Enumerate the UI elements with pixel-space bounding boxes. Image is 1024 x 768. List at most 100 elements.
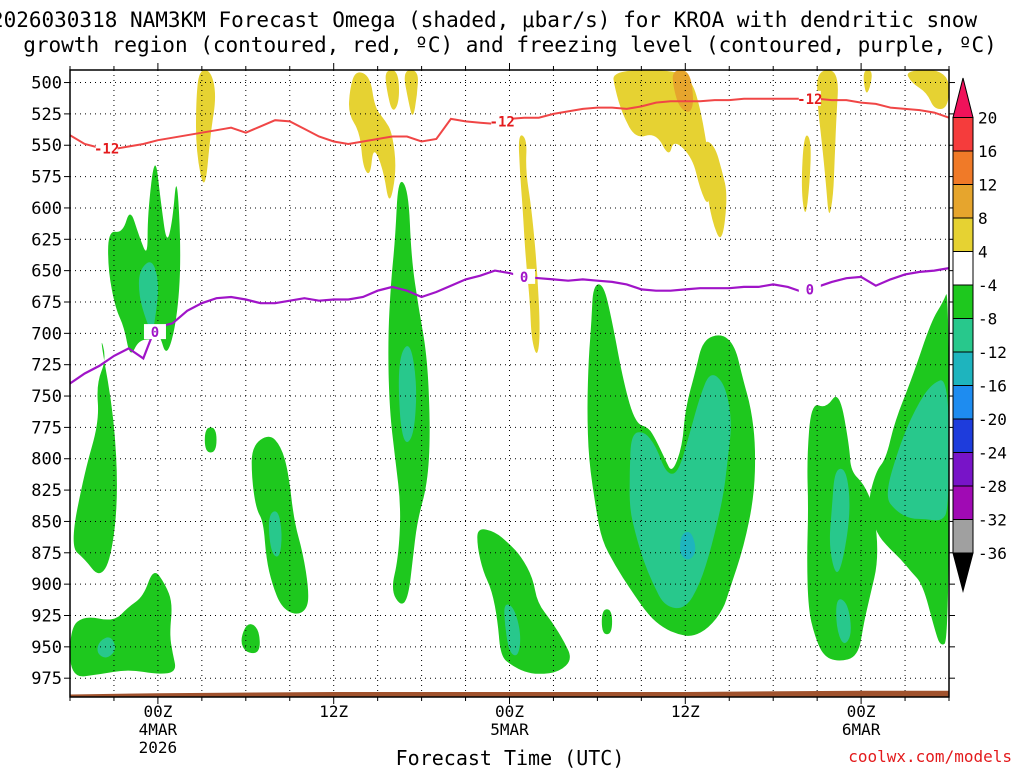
contour-lines-layer: -12 -12 -12 0 0 0 bbox=[70, 90, 949, 385]
y-tick-label: 725 bbox=[31, 356, 62, 376]
x-tick-label: 00Z bbox=[847, 702, 876, 721]
y-tick-label: 675 bbox=[31, 293, 62, 313]
y-tick-label: 625 bbox=[31, 230, 62, 250]
colorbar-label: -16 bbox=[978, 377, 1007, 396]
y-tick-label: 925 bbox=[31, 606, 62, 626]
omega-region bbox=[73, 342, 117, 574]
omega-region bbox=[518, 135, 540, 354]
omega-region bbox=[404, 70, 418, 115]
colorbar-label: 8 bbox=[978, 209, 988, 228]
contour-label-background bbox=[95, 140, 118, 156]
colorbar-label: -36 bbox=[978, 544, 1007, 563]
y-tick-label: 875 bbox=[31, 544, 62, 564]
omega-region bbox=[204, 427, 217, 453]
colorbar-swatch bbox=[952, 519, 974, 554]
x-tick-label: 5MAR bbox=[490, 720, 529, 739]
omega-region bbox=[817, 70, 838, 213]
y-axis: 500 525 550 575 600 625 650 675 700 725 750 775 800 8… bbox=[31, 74, 955, 689]
credit-text: coolwx.com/models bbox=[848, 747, 1012, 766]
contour-label: -12 bbox=[797, 92, 822, 108]
omega-region bbox=[70, 573, 176, 677]
colorbar-swatch bbox=[952, 452, 974, 487]
omega-region bbox=[196, 70, 216, 183]
chart-title-line-2: growth region (contoured, red, ºC) and f… bbox=[23, 33, 997, 57]
y-tick-label: 775 bbox=[31, 418, 62, 438]
contour-label-background bbox=[513, 268, 536, 284]
omega-region bbox=[863, 70, 872, 93]
omega-region bbox=[836, 599, 851, 644]
colorbar-label: 20 bbox=[978, 109, 997, 128]
omega-region bbox=[829, 468, 850, 573]
colorbar-top-arrow bbox=[952, 77, 974, 118]
contour-label: 0 bbox=[806, 282, 814, 298]
colorbar-label: 16 bbox=[978, 142, 997, 161]
colorbar-swatch bbox=[952, 418, 974, 453]
contour-label: 0 bbox=[151, 325, 159, 341]
terrain-layer bbox=[70, 690, 949, 697]
x-tick-label: 00Z bbox=[143, 702, 172, 721]
omega-region bbox=[587, 284, 756, 636]
colorbar-swatch bbox=[952, 318, 974, 353]
colorbar-swatch bbox=[952, 385, 974, 420]
x-tick-label: 12Z bbox=[319, 702, 348, 721]
terrain-ground bbox=[70, 690, 949, 697]
colorbar-swatch bbox=[952, 150, 974, 185]
colorbar-label: 12 bbox=[978, 176, 997, 195]
omega-region bbox=[680, 531, 696, 560]
omega-region bbox=[138, 262, 159, 331]
omega-region bbox=[385, 70, 400, 110]
colorbar-swatch bbox=[952, 485, 974, 520]
omega-region bbox=[704, 141, 727, 238]
y-tick-label: 800 bbox=[31, 450, 62, 470]
contour-label-background bbox=[798, 281, 821, 297]
y-tick-label: 550 bbox=[31, 136, 62, 156]
y-tick-label: 850 bbox=[31, 512, 62, 532]
y-tick-label: 975 bbox=[31, 669, 62, 689]
contour-label-background bbox=[143, 324, 166, 340]
y-tick-label: 825 bbox=[31, 481, 62, 501]
omega-region bbox=[477, 529, 570, 674]
omega-region bbox=[613, 70, 711, 203]
x-tick-label: 4MAR bbox=[139, 720, 178, 739]
contour-label: 0 bbox=[520, 270, 528, 286]
omega-region bbox=[601, 609, 613, 635]
colorbar-label: -32 bbox=[978, 511, 1007, 530]
omega-region bbox=[504, 604, 521, 656]
omega-region bbox=[108, 165, 181, 353]
colorbar-label: -28 bbox=[978, 477, 1007, 496]
y-tick-label: 575 bbox=[31, 168, 62, 188]
x-tick-label: 2026 bbox=[139, 738, 178, 757]
colorbar: 20 16 12 8 4 -4 -8 -12 -16 -20 -24 -28 -32 -36 bbox=[952, 77, 1007, 593]
y-tick-label: 950 bbox=[31, 638, 62, 658]
colorbar-label: -12 bbox=[978, 343, 1007, 362]
colorbar-swatch bbox=[952, 217, 974, 252]
omega-region bbox=[241, 624, 260, 654]
omega-region bbox=[801, 135, 811, 212]
colorbar-label: 4 bbox=[978, 243, 988, 262]
omega-region bbox=[629, 375, 731, 609]
omega-shading-layer bbox=[70, 70, 949, 677]
plot-area: -12 -12 -12 0 0 0 bbox=[69, 69, 950, 698]
y-tick-label: 600 bbox=[31, 199, 62, 219]
y-tick-label: 500 bbox=[31, 74, 62, 94]
contour-label-background bbox=[798, 90, 821, 106]
x-tick-label: 6MAR bbox=[842, 720, 881, 739]
omega-region bbox=[268, 511, 282, 557]
colorbar-swatch bbox=[952, 117, 974, 152]
omega-region bbox=[907, 70, 949, 110]
omega-region bbox=[349, 72, 396, 199]
x-tick-label: 00Z bbox=[495, 702, 524, 721]
contour-label-background bbox=[491, 113, 514, 129]
colorbar-label: -8 bbox=[978, 310, 997, 329]
contour-label: -12 bbox=[490, 114, 515, 130]
colorbar-label: -4 bbox=[978, 276, 997, 295]
omega-region bbox=[398, 346, 417, 443]
colorbar-bottom-arrow bbox=[952, 552, 974, 593]
colorbar-swatch bbox=[952, 351, 974, 386]
y-tick-label: 525 bbox=[31, 105, 62, 125]
colorbar-swatch bbox=[952, 251, 974, 286]
chart-title-line-1: 2026030318 NAM3KM Forecast Omega (shaded… bbox=[0, 8, 977, 32]
y-tick-label: 700 bbox=[31, 324, 62, 344]
y-tick-label: 900 bbox=[31, 575, 62, 595]
